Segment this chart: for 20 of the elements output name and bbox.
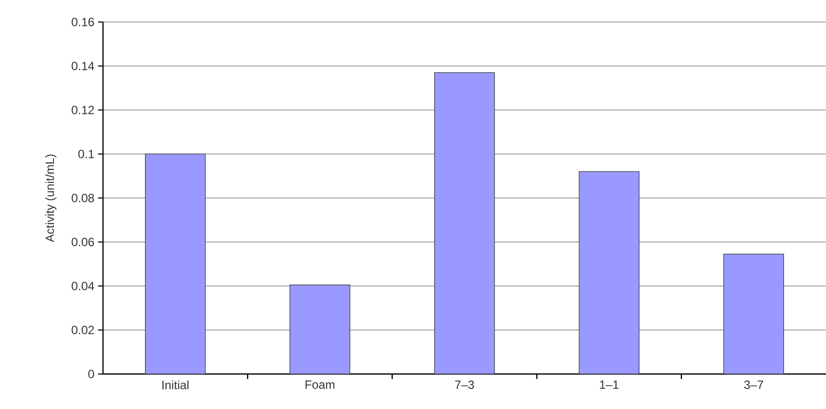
y-tick-label: 0.1: [78, 150, 94, 158]
y-tick-label: 0.14: [72, 62, 94, 70]
x-tick-label: 3–7: [744, 380, 764, 389]
y-tick-label: 0: [88, 370, 94, 378]
y-tick-label: 0.04: [72, 282, 94, 290]
bar: [578, 171, 640, 374]
x-tick-label: Initial: [162, 380, 188, 390]
y-tick-label: 0.16: [72, 18, 94, 26]
y-tick-label: 0.12: [72, 106, 94, 114]
x-tick-label: Foam: [306, 380, 334, 389]
y-tick-label: 0.08: [72, 194, 94, 202]
bar: [290, 284, 350, 374]
y-axis-title: Activity (unit/mL): [45, 154, 56, 242]
x-tick-label: 7–3: [455, 380, 474, 389]
x-tick-label: 1–1: [600, 380, 618, 389]
bar: [145, 154, 206, 374]
bar: [434, 72, 495, 374]
y-tick-label: 0.06: [72, 238, 94, 246]
y-tick-label: 0.02: [72, 326, 94, 334]
bar: [723, 254, 784, 374]
